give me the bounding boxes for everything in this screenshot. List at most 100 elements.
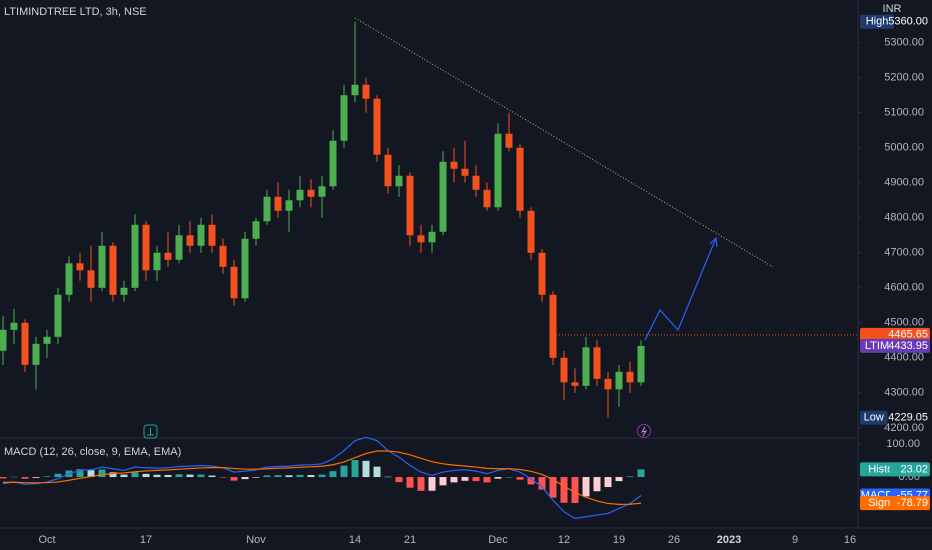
y-tick-label: 4700.00	[884, 247, 924, 259]
histogram-bar	[10, 476, 18, 478]
arrow-head	[709, 236, 718, 248]
candle-body	[87, 270, 95, 288]
candle-body	[395, 175, 403, 187]
histogram-bar	[439, 477, 447, 486]
candle-body	[153, 252, 161, 271]
histogram-bar	[285, 475, 293, 478]
histogram-bar	[604, 477, 612, 488]
last-price-tag-name-box	[860, 338, 894, 353]
indicator-line	[2, 436, 642, 520]
candle-body	[263, 196, 271, 222]
icon-glyph	[640, 426, 648, 437]
x-tick-label: Dec	[488, 534, 508, 546]
candle-body	[593, 347, 601, 379]
candle-body	[131, 224, 139, 288]
histogram-bar	[131, 472, 139, 478]
x-tick-label: Nov	[246, 534, 266, 546]
candle-body	[219, 245, 227, 267]
candle-body	[98, 245, 106, 288]
candle-body	[296, 189, 304, 201]
trend-line	[354, 17, 774, 268]
candle-body	[439, 161, 447, 232]
histogram-bar	[417, 477, 425, 491]
histogram-bar	[461, 477, 469, 481]
histogram-bar	[395, 477, 403, 483]
histogram-bar	[549, 477, 557, 498]
candle-body	[230, 266, 238, 299]
y-tick-label: 4600.00	[884, 282, 924, 294]
histogram-bar	[351, 460, 359, 478]
x-tick-label: 21	[404, 534, 416, 546]
indicator-line	[2, 450, 642, 506]
candle-body	[406, 175, 414, 236]
indicator-title: MACD (12, 26, close, 9, EMA, EMA)	[4, 446, 181, 458]
candle-body	[318, 186, 326, 197]
x-tick-label: 26	[668, 534, 680, 546]
histogram-bar	[472, 477, 480, 482]
candle-body	[527, 210, 535, 253]
y-tick-label: 4900.00	[884, 177, 924, 189]
candle-body	[505, 133, 513, 148]
y-tick-label: 4500.00	[884, 317, 924, 329]
candle-body	[285, 200, 293, 211]
histogram-bar	[98, 469, 106, 478]
icon-frame	[143, 424, 158, 439]
last-price-tag-value-box	[890, 338, 930, 353]
candle-body	[351, 84, 359, 96]
candle-body	[252, 221, 260, 239]
candle-body	[472, 175, 480, 190]
x-tick-label: 14	[349, 534, 361, 546]
y-tick-label: 5100.00	[884, 107, 924, 119]
histogram-bar	[406, 477, 414, 488]
candle-body	[241, 238, 249, 299]
histogram-bar	[582, 477, 590, 497]
histogram-bar	[373, 466, 381, 478]
candle-body	[329, 140, 337, 187]
candle-body	[428, 231, 436, 243]
histogram-bar	[274, 475, 282, 478]
histogram-bar	[527, 477, 535, 485]
histogram-bar	[637, 469, 645, 478]
histogram-bar	[505, 477, 513, 478]
candle-body	[582, 347, 590, 386]
histogram-bar	[120, 474, 128, 478]
reference-tag-value: 4465.65	[888, 329, 928, 341]
histogram-bar	[109, 472, 117, 478]
histogram-bar	[329, 471, 337, 478]
candle-body	[32, 343, 40, 365]
candle-body	[65, 263, 73, 295]
histogram-bar	[197, 474, 205, 478]
projection-arrow	[644, 237, 717, 341]
candle-body	[549, 294, 557, 358]
histogram-bar	[208, 475, 216, 478]
candle-body	[637, 345, 645, 383]
candle-body	[450, 161, 458, 169]
histogram-bar	[362, 460, 370, 478]
histogram-bar	[340, 465, 348, 478]
low-tag-name: Low	[864, 412, 884, 424]
x-tick-label: Oct	[38, 534, 55, 546]
x-tick-label: 19	[613, 534, 625, 546]
high-tag-name-box	[860, 14, 894, 29]
x-tick-label: 16	[844, 534, 856, 546]
icon-frame	[637, 424, 651, 438]
icon-glyph	[147, 428, 154, 436]
histogram-bar	[296, 474, 304, 478]
series-tag-value-box	[890, 496, 930, 511]
candle-body	[175, 235, 183, 260]
event-icon[interactable]	[637, 424, 651, 438]
y-tick-label: 100.00	[886, 438, 920, 450]
candle-body	[516, 147, 524, 211]
histogram-bar	[318, 474, 326, 478]
histogram-bar	[516, 477, 524, 480]
candle-body	[461, 168, 469, 176]
candle-body	[10, 322, 18, 330]
earnings-icon[interactable]	[143, 424, 158, 439]
histogram-bar	[21, 477, 29, 479]
candle-body	[274, 196, 282, 211]
histogram-bar	[538, 477, 546, 490]
candle-body	[164, 252, 172, 260]
histogram-bar	[153, 474, 161, 478]
high-tag-name: High	[866, 16, 889, 28]
